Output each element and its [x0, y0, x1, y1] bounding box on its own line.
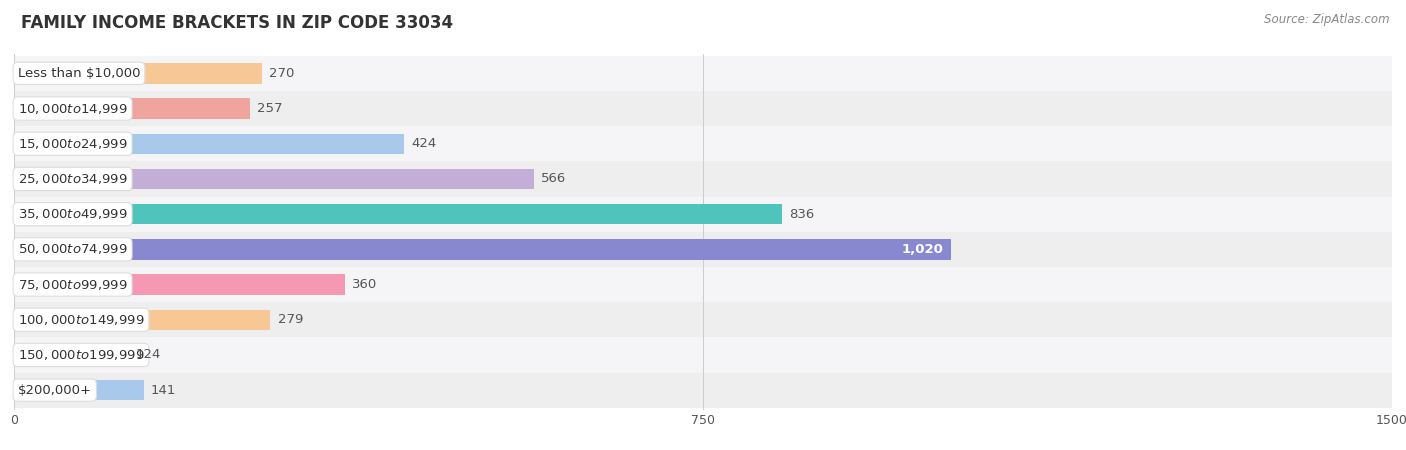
- Text: 360: 360: [352, 278, 377, 291]
- Text: $200,000+: $200,000+: [18, 384, 91, 396]
- Bar: [14, 56, 1392, 91]
- Bar: [14, 373, 1392, 408]
- Text: $100,000 to $149,999: $100,000 to $149,999: [18, 313, 145, 327]
- Bar: [14, 197, 1392, 232]
- Text: $75,000 to $99,999: $75,000 to $99,999: [18, 278, 128, 292]
- Bar: [14, 91, 1392, 126]
- Bar: [14, 99, 250, 119]
- Text: FAMILY INCOME BRACKETS IN ZIP CODE 33034: FAMILY INCOME BRACKETS IN ZIP CODE 33034: [21, 14, 453, 32]
- Text: $50,000 to $74,999: $50,000 to $74,999: [18, 243, 128, 256]
- Bar: [14, 169, 534, 189]
- Text: 279: 279: [278, 313, 304, 326]
- Bar: [14, 63, 262, 84]
- Bar: [14, 162, 1392, 197]
- Text: Less than $10,000: Less than $10,000: [18, 67, 141, 80]
- Text: $25,000 to $34,999: $25,000 to $34,999: [18, 172, 128, 186]
- Bar: [14, 126, 1392, 162]
- Bar: [14, 380, 143, 400]
- Text: $35,000 to $49,999: $35,000 to $49,999: [18, 207, 128, 221]
- Text: Source: ZipAtlas.com: Source: ZipAtlas.com: [1264, 14, 1389, 27]
- Text: $10,000 to $14,999: $10,000 to $14,999: [18, 102, 128, 116]
- Text: 257: 257: [257, 102, 283, 115]
- Bar: [14, 134, 404, 154]
- Bar: [14, 204, 782, 225]
- Text: 424: 424: [411, 137, 436, 150]
- Bar: [14, 267, 1392, 302]
- Bar: [14, 232, 1392, 267]
- Text: 566: 566: [541, 172, 567, 185]
- Text: $150,000 to $199,999: $150,000 to $199,999: [18, 348, 145, 362]
- Bar: [14, 310, 270, 330]
- Bar: [14, 338, 1392, 373]
- Bar: [14, 239, 950, 260]
- Bar: [14, 274, 344, 295]
- Bar: [14, 302, 1392, 338]
- Text: 270: 270: [270, 67, 295, 80]
- Text: 836: 836: [789, 207, 814, 220]
- Bar: [14, 345, 128, 365]
- Text: 1,020: 1,020: [901, 243, 943, 256]
- Text: $15,000 to $24,999: $15,000 to $24,999: [18, 137, 128, 151]
- Text: 141: 141: [150, 384, 176, 396]
- Text: 124: 124: [135, 348, 160, 361]
